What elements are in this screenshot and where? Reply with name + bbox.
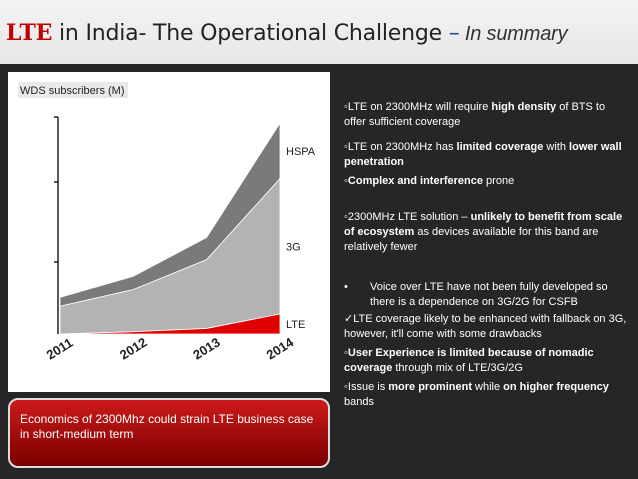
bullet-bold-text: limited coverage (456, 141, 544, 153)
bullet-text: ◦LTE on 2300MHz has (344, 141, 457, 153)
bullet-dot: • (344, 281, 348, 293)
summary-bullet: ◦LTE on 2300MHz has limited coverage wit… (344, 140, 629, 170)
chart-title: WDS subscribers (M) (20, 85, 125, 97)
series-area-lte (59, 313, 281, 335)
title-main: in India- The Operational Challenge (52, 21, 449, 46)
series-label-3g: 3G (286, 241, 301, 253)
x-tick-label: 2011 (44, 335, 76, 363)
x-tick-label: 2014 (264, 334, 297, 362)
bullet-bold-text: on higher frequency (503, 381, 609, 393)
series-label-lte: LTE (286, 319, 305, 331)
title-dash: – (448, 21, 460, 46)
bullet-bold-text: high density (491, 101, 557, 113)
chart-panel: WDS subscribers (M) LTE 3G HSPA 2011 2012 201… (8, 72, 330, 392)
bullet-bold-text: unlikely to benefit from scale of ecosys… (344, 211, 623, 238)
bullet-text: with (543, 141, 570, 153)
series-label-hspa: HSPA (286, 146, 316, 158)
wds-subscribers-chart: WDS subscribers (M) LTE 3G HSPA 2011 2012 201… (18, 82, 316, 363)
summary-bullet: ◦Issue is more prominent while on higher… (344, 380, 629, 410)
bullet-text: ✓LTE coverage likely to be enhanced with… (344, 313, 627, 340)
bullet-text: bands (344, 396, 374, 408)
slide-title: LTE in India- The Operational Challenge … (6, 20, 568, 46)
summary-bullet: ◦User Experience is limited because of n… (344, 346, 629, 376)
bullet-text: prone (483, 175, 515, 187)
summary-bullet: • Voice over LTE have not been fully deve… (344, 280, 628, 310)
x-tick-label: 2012 (117, 334, 149, 362)
bullet-text: ◦ (344, 347, 348, 359)
economics-callout: Economics of 2300Mhz could strain LTE bu… (8, 398, 330, 468)
title-bar: LTE in India- The Operational Challenge … (0, 0, 638, 64)
bullet-text: ◦LTE on 2300MHz will require (344, 101, 492, 113)
summary-bullet: ✓LTE coverage likely to be enhanced with… (344, 312, 629, 342)
bullet-bold-text: lower wall penetration (344, 141, 622, 168)
title-lte: LTE (6, 20, 53, 46)
bullet-text: ◦ (344, 175, 348, 187)
bullet-bold-text: User Experience is limited because of no… (344, 347, 594, 374)
summary-bullets: ◦LTE on 2300MHz will require high densit… (338, 72, 633, 472)
bullet-text: Voice over LTE have not been fully devel… (370, 281, 608, 308)
bullet-text: while (471, 381, 504, 393)
economics-text: Economics of 2300Mhz could strain LTE bu… (20, 412, 314, 441)
bullet-text: ◦Issue is (344, 381, 389, 393)
bullet-bold-text: Complex and interference (347, 175, 483, 187)
bullet-text: ◦2300MHz LTE solution – (344, 211, 471, 223)
title-summary: In summary (459, 23, 568, 45)
summary-bullet: ◦2300MHz LTE solution – unlikely to bene… (344, 210, 629, 255)
bullet-text: as devices available for this band are r… (344, 226, 599, 253)
bullet-text: of BTS to offer sufficient coverage (344, 101, 606, 128)
bullet-bold-text: more prominent (388, 381, 472, 393)
summary-bullet: ◦LTE on 2300MHz will require high densit… (344, 100, 629, 130)
summary-bullet: ◦Complex and interference prone (344, 174, 629, 189)
bullet-text: through mix of LTE/3G/2G (392, 362, 523, 374)
x-tick-label: 2013 (190, 334, 222, 362)
chart-title-bg (18, 82, 128, 98)
